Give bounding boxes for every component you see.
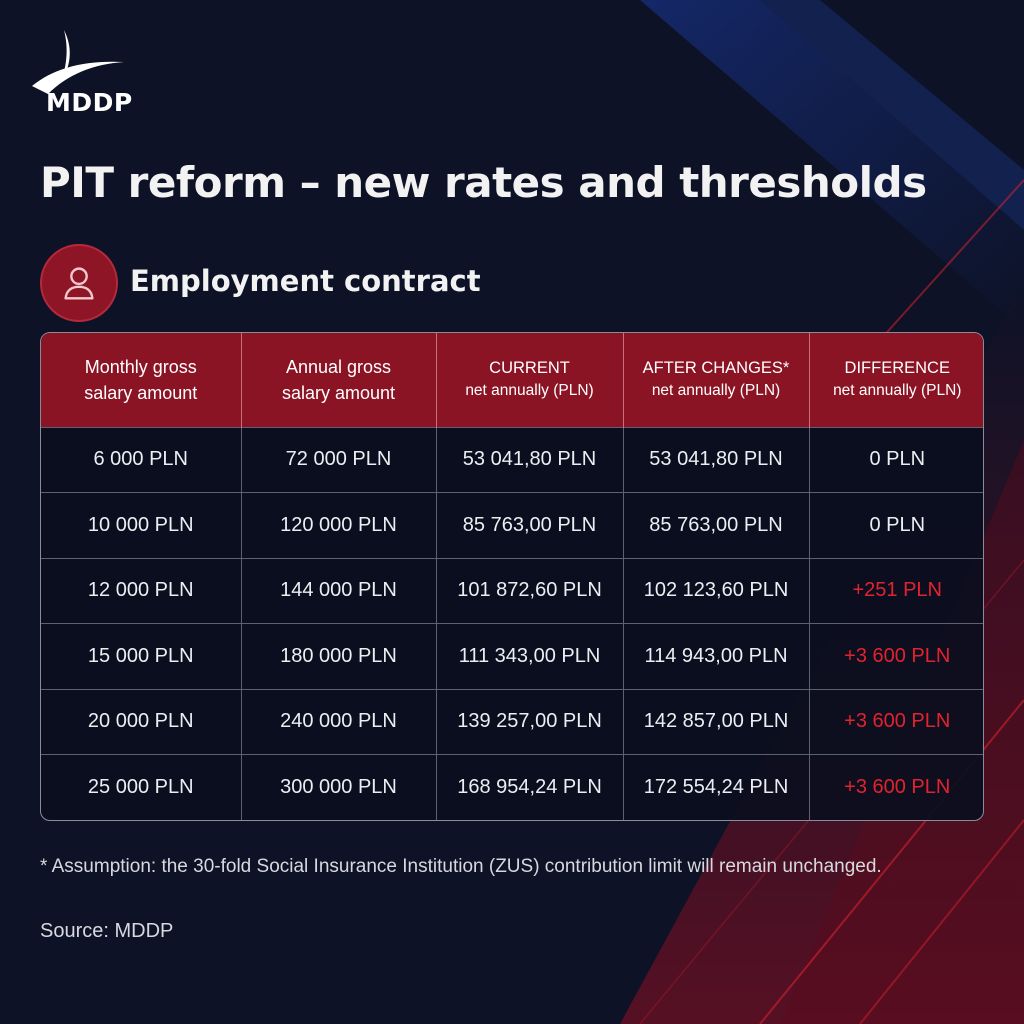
header-after-changes: AFTER CHANGES* net annually (PLN) xyxy=(623,333,810,427)
cell-difference: +3 600 PLN xyxy=(809,754,983,820)
page-title: PIT reform – new rates and thresholds xyxy=(40,158,927,207)
cell-after: 114 943,00 PLN xyxy=(623,623,810,689)
table-header-row: Monthly gross salary amount Annual gross… xyxy=(41,333,983,427)
header-line: Monthly gross xyxy=(84,356,197,377)
cell-current: 111 343,00 PLN xyxy=(436,623,624,689)
header-current: CURRENT net annually (PLN) xyxy=(436,333,624,427)
cell-after: 172 554,24 PLN xyxy=(623,754,810,820)
cell-after: 85 763,00 PLN xyxy=(623,492,810,558)
cell-monthly: 15 000 PLN xyxy=(41,623,242,689)
header-line: net annually (PLN) xyxy=(465,382,594,400)
salary-table: Monthly gross salary amount Annual gross… xyxy=(40,332,984,821)
header-line: net annually (PLN) xyxy=(833,382,962,400)
cell-monthly: 25 000 PLN xyxy=(41,754,242,820)
header-line: AFTER CHANGES* xyxy=(642,358,790,377)
cell-difference: +251 PLN xyxy=(809,557,983,624)
table-row: 10 000 PLN 120 000 PLN 85 763,00 PLN 85 … xyxy=(41,492,983,558)
cell-current: 85 763,00 PLN xyxy=(436,492,624,558)
cell-after: 142 857,00 PLN xyxy=(623,688,810,755)
footnote: * Assumption: the 30-fold Social Insuran… xyxy=(40,856,882,877)
header-line: net annually (PLN) xyxy=(651,382,781,400)
cell-monthly: 6 000 PLN xyxy=(41,426,242,493)
table-row: 12 000 PLN 144 000 PLN 101 872,60 PLN 10… xyxy=(41,557,983,624)
cell-current: 168 954,24 PLN xyxy=(436,754,624,820)
cell-current: 101 872,60 PLN xyxy=(436,557,624,624)
cell-difference: 0 PLN xyxy=(809,492,983,558)
table-row: 20 000 PLN 240 000 PLN 139 257,00 PLN 14… xyxy=(41,688,983,755)
cell-difference: 0 PLN xyxy=(809,426,983,493)
logo-text: MDDP xyxy=(46,88,133,117)
cell-annual: 144 000 PLN xyxy=(241,557,437,624)
cell-annual: 300 000 PLN xyxy=(241,754,437,820)
section-label: Employment contract xyxy=(130,264,481,298)
table-row: 25 000 PLN 300 000 PLN 168 954,24 PLN 17… xyxy=(41,754,983,820)
person-icon xyxy=(40,244,118,322)
header-line: salary amount xyxy=(84,382,198,403)
header-difference: DIFFERENCE net annually (PLN) xyxy=(809,333,983,427)
source-note: Source: MDDP xyxy=(40,920,174,942)
cell-annual: 240 000 PLN xyxy=(241,688,437,755)
cell-monthly: 10 000 PLN xyxy=(41,492,242,558)
cell-current: 53 041,80 PLN xyxy=(436,426,624,493)
header-annual-gross: Annual gross salary amount xyxy=(241,333,437,427)
header-line: CURRENT xyxy=(489,358,570,377)
cell-annual: 72 000 PLN xyxy=(241,426,437,493)
cell-monthly: 20 000 PLN xyxy=(41,688,242,755)
mddp-logo xyxy=(32,30,124,94)
table-row: 15 000 PLN 180 000 PLN 111 343,00 PLN 11… xyxy=(41,623,983,689)
cell-annual: 120 000 PLN xyxy=(241,492,437,558)
cell-difference: +3 600 PLN xyxy=(809,688,983,755)
header-line: Annual gross xyxy=(285,356,392,377)
cell-current: 139 257,00 PLN xyxy=(436,688,624,755)
cell-after: 102 123,60 PLN xyxy=(623,557,810,624)
header-line: salary amount xyxy=(281,382,396,403)
cell-annual: 180 000 PLN xyxy=(241,623,437,689)
table-row: 6 000 PLN 72 000 PLN 53 041,80 PLN 53 04… xyxy=(41,426,983,493)
cell-after: 53 041,80 PLN xyxy=(623,426,810,493)
header-monthly-gross: Monthly gross salary amount xyxy=(41,333,242,427)
cell-monthly: 12 000 PLN xyxy=(41,557,242,624)
cell-difference: +3 600 PLN xyxy=(809,623,983,689)
header-line: DIFFERENCE xyxy=(844,358,950,377)
